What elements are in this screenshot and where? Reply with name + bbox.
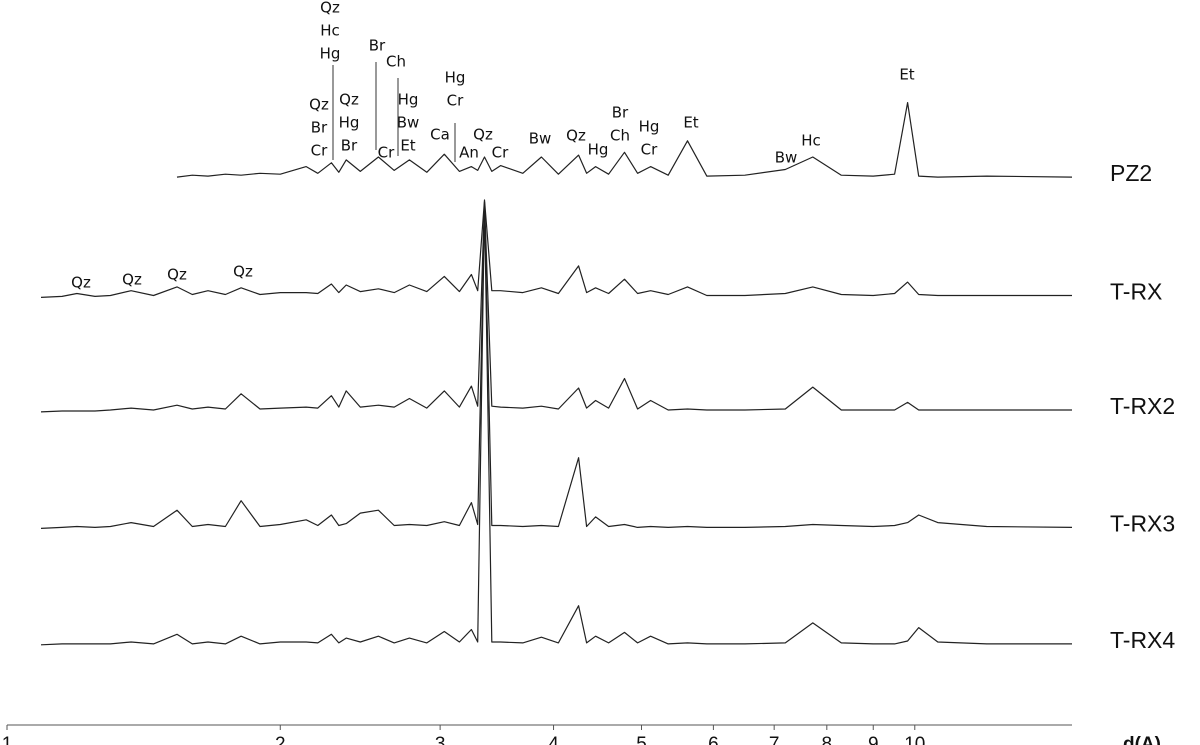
x-tick-label: 1: [2, 734, 13, 745]
peak-label: Hg: [639, 118, 660, 136]
peak-label: Cr: [378, 144, 395, 162]
peak-label: Ch: [386, 53, 406, 71]
peak-label: Cr: [641, 141, 658, 159]
x-tick-label: 5: [636, 734, 647, 745]
peak-label: Bw: [775, 149, 798, 167]
peak-label: Cr: [447, 92, 464, 110]
peak-label: Br: [341, 137, 358, 155]
series-label: T-RX2: [1110, 393, 1175, 419]
x-tick-label: 6: [708, 734, 719, 745]
x-tick-label: 3: [435, 734, 446, 745]
xrd-pattern: [40, 199, 1072, 298]
peak-label: Bw: [529, 130, 552, 148]
xrd-pattern: [40, 204, 1072, 646]
peak-label: An: [459, 144, 479, 162]
peak-label: Qz: [122, 271, 142, 289]
peak-label: Qz: [309, 96, 329, 114]
peak-label: Cr: [492, 144, 509, 162]
xrd-pattern: [40, 201, 1072, 413]
peak-label: Qz: [167, 266, 187, 284]
peak-label: Qz: [339, 91, 359, 109]
peak-label: Hg: [445, 69, 466, 87]
peak-label: Hg: [398, 91, 419, 109]
peak-label: Br: [311, 119, 328, 137]
x-tick-label: 10: [904, 734, 925, 745]
peak-label: Cr: [311, 142, 328, 160]
peak-label: Qz: [71, 274, 91, 292]
peak-label: Br: [612, 104, 629, 122]
peak-label: Et: [683, 114, 698, 132]
series-label: T-RX4: [1110, 627, 1175, 653]
peak-label: Br: [369, 37, 386, 55]
peak-label: Ca: [430, 126, 450, 144]
peak-label: Qz: [566, 127, 586, 145]
peak-label: Et: [899, 66, 914, 84]
peak-label: Ch: [610, 127, 630, 145]
x-tick-label: 7: [769, 734, 780, 745]
peak-label: Qz: [473, 126, 493, 144]
peak-label: Qz: [320, 0, 340, 17]
peak-label: Hc: [320, 22, 340, 40]
x-axis-label: d(A): [1123, 734, 1161, 745]
series-label: T-RX3: [1110, 510, 1175, 536]
peak-label: Hg: [320, 45, 341, 63]
series-label: PZ2: [1110, 160, 1152, 186]
peak-label: Qz: [233, 263, 253, 281]
x-tick-label: 4: [548, 734, 559, 745]
peak-label: Hg: [339, 114, 360, 132]
x-tick-label: 2: [275, 734, 286, 745]
peak-label: Et: [400, 137, 415, 155]
xrd-pattern: [40, 204, 1073, 529]
peak-label: Hg: [588, 141, 609, 159]
x-tick-label: 8: [822, 734, 833, 745]
series-label: T-RX: [1110, 279, 1162, 305]
peak-label: Hc: [801, 132, 821, 150]
xrd-pattern: [176, 102, 1073, 178]
peak-label: Bw: [397, 114, 420, 132]
x-tick-label: 9: [868, 734, 879, 745]
